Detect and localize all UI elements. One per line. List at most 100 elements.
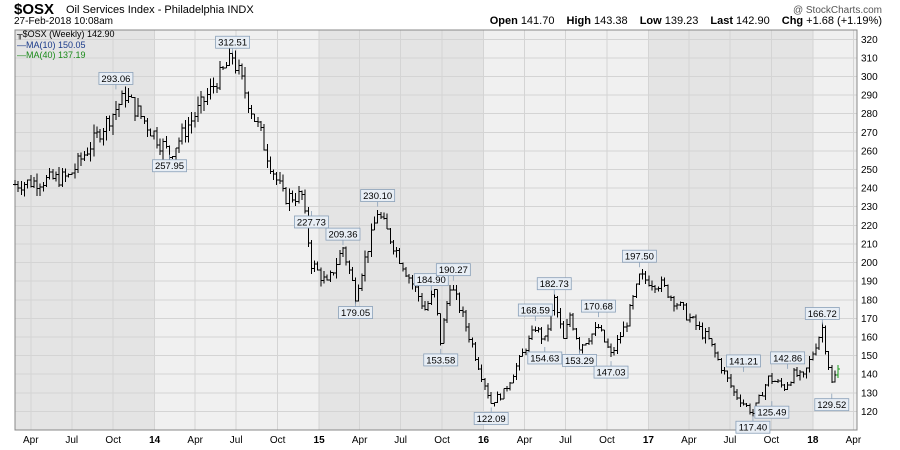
annotation-box (517, 303, 553, 317)
annotation-label: 153.58 (426, 355, 455, 366)
x-tick-label: Oct (270, 435, 286, 446)
annotation-label: 142.86 (773, 353, 802, 364)
x-tick-label: Apr (517, 435, 533, 446)
y-tick-label: 280 (861, 109, 878, 120)
ma40-line-icon: — (17, 50, 26, 60)
annotation-label: 117.40 (739, 423, 767, 434)
annotation-box (98, 72, 134, 85)
x-tick-label: Oct (599, 435, 615, 446)
y-tick-label: 310 (861, 53, 878, 64)
annotation-box (814, 398, 850, 412)
low-value: 139.23 (664, 15, 699, 27)
x-tick-label: 14 (149, 435, 161, 446)
year-band (648, 30, 813, 430)
index-description: Oil Services Index - Philadelphia INDX (66, 4, 254, 16)
x-tick-label: Apr (352, 435, 368, 446)
y-tick-label: 300 (861, 72, 878, 83)
annotation-label: 147.03 (596, 368, 625, 379)
annotation-label: 122.09 (477, 414, 506, 425)
price-glyph-icon: ╥ (17, 30, 23, 39)
x-tick-label: Apr (187, 435, 203, 446)
ticker-symbol: $OSX (14, 1, 55, 18)
annotation-box (215, 35, 250, 49)
chg-value: +1.68 (+1.19%) (806, 15, 882, 27)
annotation-box (593, 365, 629, 379)
y-tick-label: 290 (861, 91, 878, 102)
annotation-label: 153.29 (565, 356, 594, 367)
high-value: 143.38 (593, 15, 628, 27)
x-tick-label: Jul (230, 435, 243, 446)
legend-ma10: —MA(10) 150.05 (17, 40, 86, 50)
last-value: 142.90 (736, 15, 770, 27)
annotation-label: 125.49 (757, 408, 786, 419)
stockcharts-watermark: @ StockCharts.com (792, 5, 882, 16)
annotation-box (804, 307, 840, 320)
x-tick-label: Oct (434, 435, 450, 446)
year-band (15, 30, 155, 430)
annotation-box (294, 215, 329, 229)
last-label: Last (710, 15, 734, 27)
annotation-box (360, 189, 396, 202)
x-tick-label: 18 (807, 435, 819, 446)
x-tick-label: Jul (559, 435, 572, 446)
annotation-box (754, 405, 790, 419)
y-tick-label: 230 (861, 202, 878, 213)
annotation-label: 170.68 (584, 302, 613, 313)
y-tick-label: 130 (861, 388, 878, 399)
annotation-label: 168.59 (521, 305, 550, 316)
y-tick-label: 140 (861, 370, 878, 381)
x-tick-label: Apr (23, 435, 39, 446)
annotation-label: 227.73 (297, 217, 326, 228)
open-value: 141.70 (520, 15, 555, 27)
annotation-box (581, 299, 616, 313)
y-tick-label: 160 (861, 332, 878, 343)
x-tick-label: 15 (314, 435, 326, 446)
x-tick-label: Jul (394, 435, 407, 446)
annotation-label: 182.73 (540, 279, 569, 290)
annotation-box (435, 263, 471, 277)
annotation-box (735, 420, 771, 434)
legend-price: ╥$OSX (Weekly) 142.90 (17, 29, 115, 39)
x-tick-label: Jul (724, 435, 737, 446)
y-tick-label: 190 (861, 277, 878, 288)
x-tick-label: 17 (643, 435, 655, 446)
annotation-label: 129.52 (817, 400, 846, 411)
x-tick-label: Oct (764, 435, 780, 446)
y-tick-label: 250 (861, 165, 878, 176)
annotation-box (423, 353, 459, 367)
annotation-box (152, 159, 187, 173)
annotation-label: 190.27 (439, 265, 468, 276)
annotation-label: 179.05 (341, 308, 370, 319)
y-tick-label: 220 (861, 221, 878, 232)
annotation-label: 141.21 (729, 356, 758, 367)
annotation-label: 257.95 (155, 161, 184, 172)
annotation-label: 166.72 (808, 309, 837, 320)
annotation-label: 312.51 (218, 38, 247, 49)
y-tick-label: 200 (861, 258, 878, 269)
annotation-box (536, 277, 572, 291)
annotation-label: 209.36 (328, 230, 357, 241)
ma10-line-icon: — (17, 40, 26, 50)
annotation-box (413, 273, 449, 287)
x-tick-label: Oct (105, 435, 121, 446)
annotation-label: 293.06 (101, 74, 130, 85)
chart-header: $OSX Oil Services Index - Philadelphia I… (0, 0, 900, 30)
y-tick-label: 320 (861, 35, 878, 46)
annotation-box (770, 351, 806, 365)
annotation-box (562, 354, 597, 367)
quote-summary: Open 141.70 High 143.38 Low 139.23 Last 142.… (490, 15, 882, 27)
chg-label: Chg (781, 15, 804, 27)
chart-legend: ╥$OSX (Weekly) 142.90 —MA(10) 150.05 —MA… (17, 29, 115, 60)
annotation-label: 230.10 (363, 191, 392, 202)
annotation-box (527, 351, 563, 365)
high-label: High (566, 15, 591, 27)
annotation-box (338, 306, 373, 319)
annotation-label: 154.63 (530, 353, 559, 364)
annotation-box (325, 227, 361, 241)
y-tick-label: 240 (861, 184, 878, 195)
annotation-box (622, 249, 657, 263)
timestamp: 27-Feb-2018 10:08am (14, 16, 113, 27)
y-tick-label: 270 (861, 128, 878, 139)
y-tick-label: 170 (861, 314, 878, 325)
